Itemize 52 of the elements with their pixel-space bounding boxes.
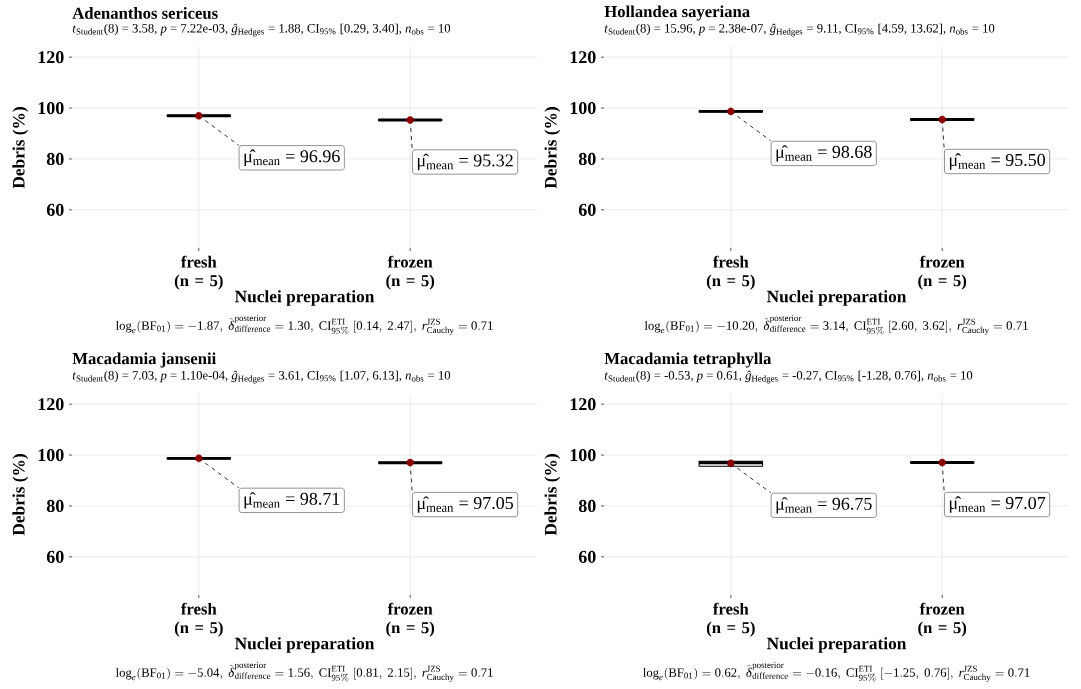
y-tick-label: 80 [578,499,596,513]
y-axis-title: Debris (%) [12,454,29,536]
y-axis-title: Debris (%) [544,454,561,536]
text: $\log_{e}(\mathrm{BF}_{01}) = -10.20,\ \hat{\delta}^{\mathrm{posterior}}_{\mathrm{difference}} = 3.14,\ \mathrm{CI}^{\mathrm{ETI}}_{95\%}\ [2.60,\ 3.62],\ r^{\mathrm{JZS}}_{\mathrm{Cauchy}} = 0.71$ [644,315,1028,335]
chart-title: Macadamia tetraphylla [604,352,772,368]
y-tick-label: 60 [46,203,64,216]
y-tick-label: 120 [38,398,64,411]
chart-title: Macadamia jansenii [72,352,217,368]
x-axis-title: Nuclei preparation [234,290,375,306]
text: $\log_{e}(\mathrm{BF}_{01}) = -1.87,\ \hat{\delta}^{\mathrm{posterior}}_{\mathrm{difference}} = 1.30,\ \mathrm{CI}^{\mathrm{ETI}}_{95\%}\ [0.14,\ 2.47],\ r^{\mathrm{JZS}}_{\mathrm{Cauchy}} = 0.71$ [115,315,493,335]
x-axis-title: Nuclei preparation [766,290,907,306]
y-tick-label: 100 [38,101,64,115]
chart-title: Hollandea sayeriana [604,5,750,21]
text: t$_{Student}$(8) = 15.96, p = 2.38e-07, ĝ$_{Hedges}$ = 9.11, CI$_{95%}$ [4.59, 13.62], n$_{obs}$ = 10 [604,23,995,37]
annotation: μ̂$_{mean}$ = 97.05 [417,496,514,513]
y-tick-label: 120 [570,398,596,411]
x-tick-label: fresh (n = 5) [706,255,755,290]
y-tick-label: 60 [46,550,64,563]
y-tick-label: 80 [46,499,64,513]
annotation: μ̂$_{mean}$ = 98.71 [244,492,340,509]
x-tick-label: fresh (n = 5) [174,602,223,637]
text: t$_{Student}$(8) = -0.53, p = 0.61, ĝ$_{Hedges}$ = -0.27, CI$_{95%}$ [-1.28, 0.76], n$_{obs}$ = 10 [604,370,973,384]
y-tick-label: 100 [38,448,64,462]
x-tick-label: frozen (n = 5) [386,255,435,290]
y-tick-label: 100 [570,101,596,115]
x-tick-label: fresh (n = 5) [174,255,223,290]
annotation: μ̂$_{mean}$ = 96.75 [776,497,872,514]
y-axis-title: Debris (%) [12,107,29,189]
y-axis-title: Debris (%) [544,107,561,189]
annotation: μ̂$_{mean}$ = 96.96 [244,149,340,166]
y-tick-label: 100 [570,448,596,462]
x-tick-label: frozen (n = 5) [918,602,967,637]
y-tick-label: 80 [46,152,64,166]
annotation: μ̂$_{mean}$ = 95.32 [417,153,513,171]
y-tick-label: 120 [570,51,596,64]
y-tick-label: 120 [38,51,64,64]
y-tick-label: 80 [578,152,596,166]
x-tick-label: frozen (n = 5) [918,255,967,290]
text: t$_{Student}$(8) = 7.03, p = 1.10e-04, ĝ$_{Hedges}$ = 3.61, CI$_{95%}$ [1.07, 6.13], n$_{obs}$ = 10 [72,370,451,384]
x-axis-title: Nuclei preparation [766,637,907,653]
annotation: μ̂$_{mean}$ = 95.50 [949,153,1046,170]
text: t$_{Student}$(8) = 3.58, p = 7.22e-03, ĝ$_{Hedges}$ = 1.88, CI$_{95%}$ [0.29, 3.40], n$_{obs}$ = 10 [72,23,451,37]
y-tick-label: 60 [578,550,596,563]
chart-title: Adenanthos sericeus [72,7,218,19]
text: $\log_{e}(\mathrm{BF}_{01}) = -5.04,\ \hat{\delta}^{\mathrm{posterior}}_{\mathrm{difference}} = 1.56,\ \mathrm{CI}^{\mathrm{ETI}}_{95\%}\ [0.81,\ 2.15],\ r^{\mathrm{JZS}}_{\mathrm{Cauchy}} = 0.71$ [115,662,493,682]
annotation: μ̂$_{mean}$ = 98.68 [776,145,872,162]
x-axis-title: Nuclei preparation [234,637,375,653]
x-tick-label: fresh (n = 5) [706,602,755,637]
y-tick-label: 60 [578,203,596,216]
annotation: μ̂$_{mean}$ = 97.07 [949,496,1046,513]
x-tick-label: frozen (n = 5) [386,602,435,637]
text: $\log_{e}(\mathrm{BF}_{01}) = 0.62,\ \hat{\delta}^{\mathrm{posterior}}_{\mathrm{difference}} = -0.16,\ \mathrm{CI}^{\mathrm{ETI}}_{95\%}\ [-1.25,\ 0.76],\ r^{\mathrm{JZS}}_{\mathrm{Cauchy}} = 0.71$ [643,662,1030,682]
